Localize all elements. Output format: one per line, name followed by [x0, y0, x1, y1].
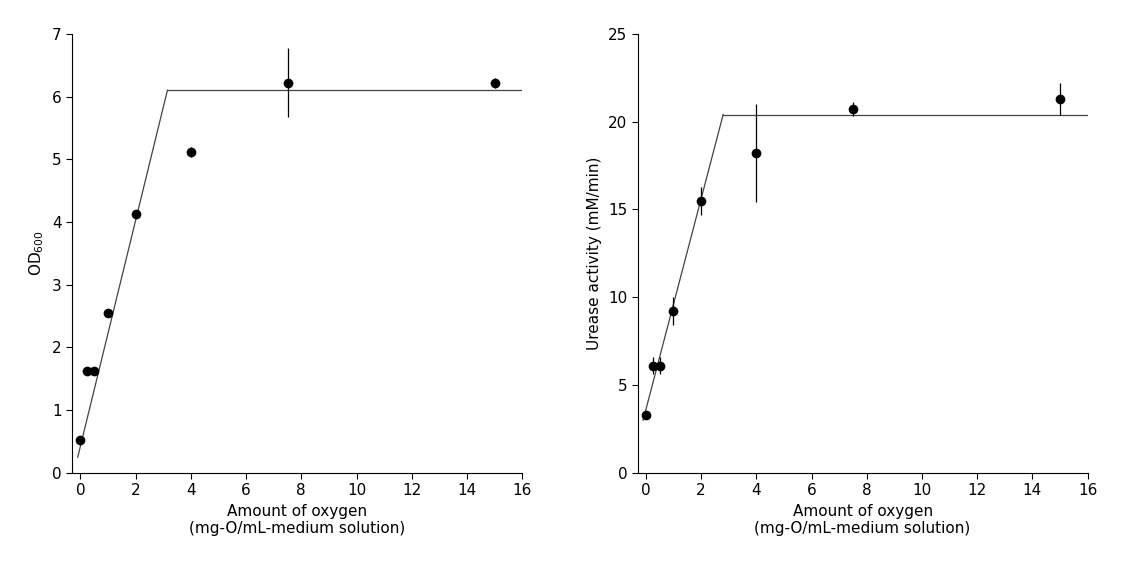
Y-axis label: Urease activity (mM/min): Urease activity (mM/min) — [587, 157, 602, 350]
Y-axis label: OD$_{600}$: OD$_{600}$ — [28, 231, 46, 276]
X-axis label: Amount of oxygen
(mg-O/mL-medium solution): Amount of oxygen (mg-O/mL-medium solutio… — [189, 504, 405, 536]
X-axis label: Amount of oxygen
(mg-O/mL-medium solution): Amount of oxygen (mg-O/mL-medium solutio… — [755, 504, 971, 536]
